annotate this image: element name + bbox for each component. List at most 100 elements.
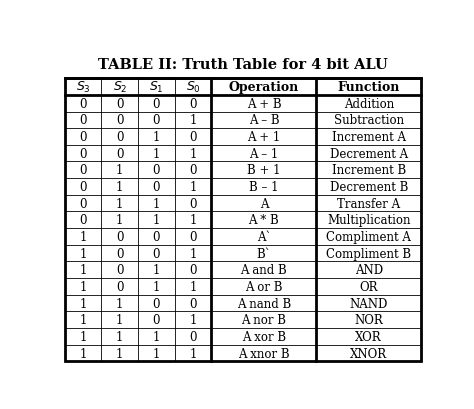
Text: 0: 0 [79, 147, 87, 160]
Text: Operation: Operation [229, 81, 299, 94]
Text: 0: 0 [153, 297, 160, 310]
Text: A and B: A and B [240, 264, 287, 276]
Text: 0: 0 [190, 197, 197, 210]
Text: 1: 1 [190, 214, 197, 227]
Text: 1: 1 [80, 230, 87, 243]
Text: A nand B: A nand B [237, 297, 291, 310]
Text: 0: 0 [79, 130, 87, 144]
Text: Increment A: Increment A [332, 130, 406, 144]
Text: Addition: Addition [344, 97, 394, 110]
Text: 0: 0 [116, 97, 124, 110]
Text: Compliment B: Compliment B [326, 247, 411, 260]
Text: 0: 0 [116, 114, 124, 127]
Text: B – 1: B – 1 [249, 180, 279, 193]
Text: 0: 0 [79, 97, 87, 110]
Text: 0: 0 [190, 130, 197, 144]
Text: XOR: XOR [356, 330, 382, 343]
Text: 1: 1 [116, 297, 123, 310]
Text: 0: 0 [79, 164, 87, 177]
Text: 0: 0 [153, 180, 160, 193]
Text: 1: 1 [153, 264, 160, 276]
Text: 1: 1 [190, 147, 197, 160]
Text: Transfer A: Transfer A [337, 197, 400, 210]
Text: 1: 1 [116, 180, 123, 193]
Text: 1: 1 [80, 264, 87, 276]
Text: 0: 0 [79, 114, 87, 127]
Text: XNOR: XNOR [350, 347, 387, 360]
Text: 0: 0 [190, 264, 197, 276]
Text: 1: 1 [80, 247, 87, 260]
Text: Subtraction: Subtraction [334, 114, 404, 127]
Text: B + 1: B + 1 [247, 164, 281, 177]
Text: 0: 0 [190, 297, 197, 310]
Text: 0: 0 [153, 97, 160, 110]
Text: 0: 0 [190, 97, 197, 110]
Text: 1: 1 [190, 180, 197, 193]
Text: 0: 0 [190, 330, 197, 343]
Text: 0: 0 [153, 114, 160, 127]
Text: 0: 0 [116, 130, 124, 144]
Text: 0: 0 [190, 164, 197, 177]
Text: 1: 1 [153, 214, 160, 227]
Text: 0: 0 [153, 313, 160, 326]
Text: 1: 1 [80, 347, 87, 360]
Text: A + 1: A + 1 [247, 130, 281, 144]
Text: 0: 0 [153, 247, 160, 260]
Text: 1: 1 [116, 197, 123, 210]
Text: OR: OR [359, 280, 378, 293]
Text: 0: 0 [79, 180, 87, 193]
Text: Decrement B: Decrement B [329, 180, 408, 193]
Text: 1: 1 [190, 280, 197, 293]
Text: 1: 1 [116, 330, 123, 343]
Text: A * B: A * B [248, 214, 279, 227]
Text: 0: 0 [153, 164, 160, 177]
Text: 1: 1 [80, 330, 87, 343]
Text: 0: 0 [116, 247, 124, 260]
Text: 1: 1 [80, 313, 87, 326]
Text: 1: 1 [153, 280, 160, 293]
Text: 0: 0 [116, 264, 124, 276]
Text: 1: 1 [153, 130, 160, 144]
Bar [65, 79, 421, 362]
Text: A – 1: A – 1 [249, 147, 279, 160]
Text: 1: 1 [153, 347, 160, 360]
Text: 1: 1 [153, 197, 160, 210]
Text: 1: 1 [116, 164, 123, 177]
Text: Function: Function [337, 81, 400, 94]
Text: A xnor B: A xnor B [238, 347, 290, 360]
Text: A`: A` [257, 230, 271, 243]
Text: 0: 0 [116, 147, 124, 160]
Text: TABLE II: Truth Table for 4 bit ALU: TABLE II: Truth Table for 4 bit ALU [98, 58, 388, 72]
Text: A or B: A or B [245, 280, 283, 293]
Text: 1: 1 [153, 147, 160, 160]
Text: 0: 0 [79, 197, 87, 210]
Text: 1: 1 [190, 114, 197, 127]
Text: 1: 1 [80, 280, 87, 293]
Text: NOR: NOR [354, 313, 383, 326]
Text: 1: 1 [190, 247, 197, 260]
Text: $S_3$: $S_3$ [76, 80, 91, 95]
Text: 0: 0 [116, 230, 124, 243]
Text: 0: 0 [79, 214, 87, 227]
Text: $S_1$: $S_1$ [149, 80, 164, 95]
Text: A xor B: A xor B [242, 330, 286, 343]
Text: Decrement A: Decrement A [329, 147, 408, 160]
Text: B`: B` [256, 247, 271, 260]
Text: $S_2$: $S_2$ [112, 80, 127, 95]
Text: Increment B: Increment B [332, 164, 406, 177]
Text: NAND: NAND [349, 297, 388, 310]
Text: 1: 1 [190, 347, 197, 360]
Text: AND: AND [355, 264, 383, 276]
Text: A + B: A + B [246, 97, 281, 110]
Text: A: A [260, 197, 268, 210]
Text: Compliment A: Compliment A [326, 230, 411, 243]
Text: 0: 0 [116, 280, 124, 293]
Text: 0: 0 [153, 230, 160, 243]
Text: 1: 1 [190, 313, 197, 326]
Text: 0: 0 [190, 230, 197, 243]
Text: $S_0$: $S_0$ [186, 80, 201, 95]
Text: 1: 1 [153, 330, 160, 343]
Text: 1: 1 [80, 297, 87, 310]
Text: Multiplication: Multiplication [327, 214, 410, 227]
Text: 1: 1 [116, 347, 123, 360]
